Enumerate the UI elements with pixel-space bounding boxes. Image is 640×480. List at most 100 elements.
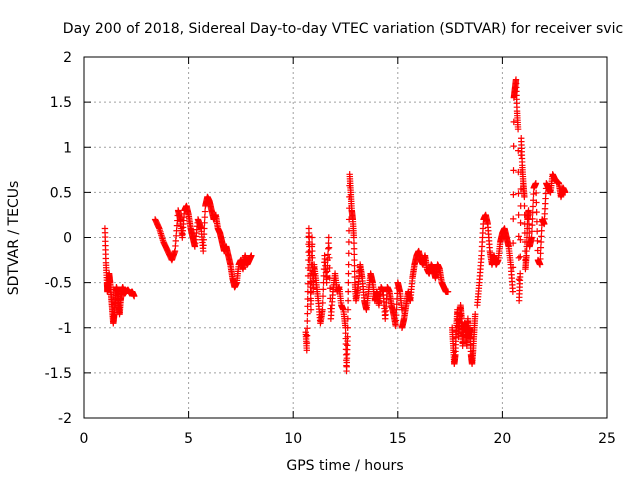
data-point-marker [325, 234, 332, 241]
data-point-marker [529, 221, 536, 229]
data-point-marker [320, 286, 327, 293]
data-point-marker [324, 251, 332, 258]
data-point-marker [344, 324, 351, 331]
data-point-marker [514, 126, 522, 133]
data-point-marker [305, 248, 312, 256]
data-point-marker [323, 273, 331, 281]
data-point-marker [532, 189, 540, 197]
x-tick-label: 5 [184, 431, 193, 447]
data-point-marker [303, 332, 311, 339]
data-point-marker [309, 247, 316, 255]
x-tick-label: 20 [493, 431, 511, 447]
data-point-marker [510, 167, 517, 174]
data-point-marker [515, 190, 522, 197]
data-point-marker [200, 230, 208, 238]
data-point-marker [521, 202, 528, 210]
data-point-marker [351, 256, 358, 264]
data-point-marker [537, 255, 544, 263]
data-point-marker [534, 247, 541, 254]
y-tick-label: 0 [63, 231, 72, 247]
data-point-marker [308, 234, 316, 241]
y-tick-label: -2 [58, 411, 72, 427]
data-point-marker [326, 285, 334, 292]
data-point-marker [515, 254, 523, 262]
data-point-marker [444, 288, 452, 295]
data-point-marker [319, 306, 326, 313]
data-point-marker [393, 301, 400, 308]
data-point-marker [342, 329, 349, 337]
y-tick-label: 1 [63, 140, 72, 156]
data-point-marker [561, 189, 569, 196]
data-point-marker [529, 215, 536, 223]
data-point-marker [510, 191, 517, 198]
data-series [101, 76, 569, 375]
data-point-marker [200, 242, 207, 249]
data-point-marker [304, 317, 311, 325]
data-point-marker [323, 268, 331, 275]
data-point-marker [303, 325, 311, 332]
data-point-marker [529, 203, 537, 210]
data-point-marker [323, 279, 330, 286]
data-point-marker [532, 180, 540, 187]
data-point-marker [351, 268, 358, 275]
x-tick-label: 0 [80, 431, 89, 447]
data-point-marker [515, 147, 522, 154]
data-point-marker [350, 239, 358, 247]
data-point-marker [345, 270, 352, 277]
data-point-marker [472, 311, 479, 318]
y-tick-label: 0.5 [50, 185, 72, 201]
data-point-marker [345, 250, 352, 257]
data-point-marker [345, 288, 352, 295]
data-point-marker [200, 247, 207, 255]
data-point-marker [534, 237, 541, 245]
data-point-marker [510, 142, 517, 150]
data-point-marker [517, 253, 524, 260]
y-tick-label: 1.5 [50, 95, 72, 111]
data-point-marker [350, 234, 358, 241]
data-point-marker [201, 208, 209, 215]
data-point-marker [326, 254, 333, 262]
data-point-marker [533, 218, 541, 225]
data-point-marker [350, 245, 358, 252]
data-point-marker [345, 279, 352, 286]
data-point-marker [393, 306, 400, 313]
data-point-marker [131, 292, 138, 300]
x-tick-label: 25 [598, 431, 616, 447]
data-point-marker [308, 241, 316, 248]
data-point-marker [509, 288, 517, 295]
data-point-marker [303, 339, 311, 347]
data-point-marker [326, 264, 333, 272]
x-tick-label: 10 [284, 431, 302, 447]
data-point-marker [351, 273, 358, 281]
y-tick-label: -0.5 [45, 276, 72, 292]
data-point-marker [528, 234, 535, 241]
data-point-marker [392, 322, 399, 330]
x-tick-label: 15 [389, 431, 407, 447]
data-point-marker [200, 236, 207, 243]
data-point-marker [344, 315, 352, 322]
data-point-marker [304, 303, 311, 310]
data-point-marker [345, 261, 352, 268]
y-axis-label: SDTVAR / TECUs [6, 181, 22, 296]
data-point-marker [201, 225, 208, 232]
axis-tick-labels: 0 5 10 15 20 25 -2 -1.5 -1 -0.5 0 0.5 1 1.5 2 [45, 50, 616, 447]
data-point-marker [307, 297, 315, 304]
data-point-marker [344, 306, 352, 313]
data-point-marker [201, 213, 209, 221]
y-tick-label: -1.5 [45, 366, 72, 382]
data-point-marker [537, 244, 545, 251]
data-point-marker [342, 351, 350, 359]
data-point-marker [533, 208, 540, 216]
data-point-marker [201, 219, 208, 227]
data-point-marker [344, 333, 351, 340]
data-point-marker [392, 317, 400, 324]
data-point-marker [517, 236, 524, 243]
data-point-marker [344, 297, 352, 304]
data-point-marker [517, 219, 524, 227]
data-point-marker [537, 238, 545, 246]
data-point-marker [538, 227, 545, 234]
data-point-marker [345, 238, 353, 246]
data-point-marker [515, 233, 522, 240]
